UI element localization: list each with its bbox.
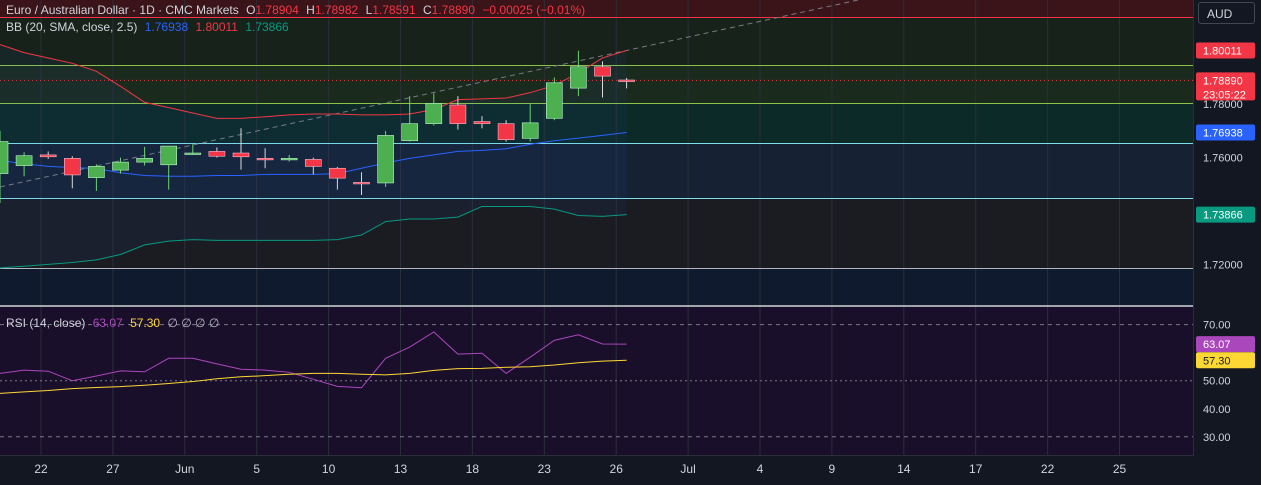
rsi-tick-label: 50.00 [1203, 376, 1231, 388]
bb-upper-line [0, 44, 627, 119]
time-tick-label: Jul [680, 462, 695, 476]
rsi-price-label-box [1196, 336, 1255, 353]
candle [160, 145, 177, 166]
candle [208, 151, 226, 157]
rsi-price-label: 63.07 [1203, 339, 1231, 351]
currency-button[interactable]: AUD [1198, 2, 1255, 24]
candle [473, 121, 491, 124]
zone-green [0, 18, 1193, 65]
bb-basis-value: 1.76938 [144, 20, 189, 34]
time-tick-label: 14 [897, 462, 911, 476]
rsi-ma-price-label: 57.30 [1203, 355, 1231, 367]
candle [64, 158, 81, 176]
bb-basis-price-label: 1.76938 [1203, 128, 1243, 140]
candle [545, 82, 563, 119]
zone-blue [0, 143, 1193, 198]
time-tick-label: 4 [757, 462, 764, 476]
candle [15, 155, 33, 166]
candle [304, 159, 322, 167]
rsi-tick-label: 40.00 [1203, 404, 1231, 416]
bb-label: BB (20, SMA, close, 2.5) [6, 20, 138, 34]
close-value: C1.78890 [422, 3, 476, 17]
time-tick-label: 22 [1041, 462, 1055, 476]
price-tick-label: 1.78000 [1203, 99, 1243, 111]
candle [88, 166, 105, 178]
symbol-title: Euro / Australian Dollar · 1D · CMC Mark… [6, 3, 239, 17]
time-tick-label: 18 [466, 462, 480, 476]
candle [39, 154, 57, 158]
candle [425, 103, 443, 124]
time-tick-label: 26 [610, 462, 624, 476]
bb-upper-value: 1.80011 [195, 20, 238, 34]
candle [497, 123, 515, 140]
last-price-label-countdown: 23:05:22 [1203, 89, 1246, 101]
high-value: H1.78982 [306, 3, 359, 17]
bb-lower-price-label-box [1196, 206, 1255, 223]
time-tick-label: 10 [322, 462, 336, 476]
bb-fill [0, 44, 627, 268]
candle [112, 161, 129, 171]
open-value: O1.78904 [246, 3, 299, 17]
candle [377, 135, 394, 184]
time-tick-label: 13 [394, 462, 408, 476]
bb-legend[interactable]: BB (20, SMA, close, 2.5) 1.76938 1.80011… [6, 20, 293, 34]
candle [232, 152, 250, 158]
zone-grey [0, 198, 1193, 268]
rsi-tick-label: 30.00 [1203, 432, 1231, 444]
rsi-line [0, 331, 627, 389]
time-tick-label: 22 [34, 462, 48, 476]
candle [136, 158, 153, 163]
rsi-ma-line [0, 359, 627, 394]
last-price-label-box [1196, 72, 1255, 101]
rsi-extra-values: ∅ ∅ ∅ ∅ [167, 316, 220, 330]
bb-lower-line [0, 205, 627, 269]
bb-lower-price-label: 1.73866 [1203, 210, 1243, 222]
time-tick-label: 27 [106, 462, 120, 476]
candle [594, 66, 611, 77]
candle [0, 141, 9, 174]
time-tick-label: 9 [829, 462, 836, 476]
candle [256, 158, 274, 161]
bb-basis-price-label-box [1196, 124, 1255, 141]
candle [521, 122, 539, 139]
candle [184, 152, 202, 155]
time-tick-label: 5 [253, 462, 260, 476]
price-tick-label: 1.76000 [1203, 153, 1243, 165]
bb-lower-value: 1.73866 [245, 20, 289, 34]
candle [329, 167, 346, 179]
candle [570, 66, 587, 89]
symbol-legend[interactable]: Euro / Australian Dollar · 1D · CMC Mark… [6, 3, 589, 17]
time-tick-label: 17 [969, 462, 983, 476]
rsi-value: 63.07 [92, 316, 123, 330]
time-tick-label: Jun [175, 462, 194, 476]
zone-navy [0, 268, 1193, 305]
time-tick-label: 23 [538, 462, 552, 476]
candle [401, 123, 419, 142]
bb-upper-price-label: 1.80011 [1203, 45, 1242, 57]
zone-top-red [0, 0, 1193, 18]
rsi-ma-price-label-box [1196, 352, 1255, 369]
rsi-ma-value: 57.30 [130, 316, 161, 330]
bb-upper-price-label-box [1196, 42, 1255, 59]
rsi-tick-label: 70.00 [1203, 320, 1231, 332]
candle [618, 79, 635, 82]
low-value: L1.78591 [365, 3, 416, 17]
candle [280, 158, 298, 161]
rsi-label: RSI (14, close) [6, 316, 86, 330]
last-price-label: 1.78890 [1203, 75, 1243, 87]
time-tick-label: 25 [1113, 462, 1127, 476]
trendline [0, 0, 861, 188]
price-tick-label: 1.72000 [1203, 259, 1243, 271]
candle [449, 104, 467, 124]
change-value: −0.00025 (−0.01%) [482, 3, 586, 17]
rsi-legend[interactable]: RSI (14, close) 63.07 57.30 ∅ ∅ ∅ ∅ [6, 316, 223, 330]
candle [353, 182, 370, 185]
